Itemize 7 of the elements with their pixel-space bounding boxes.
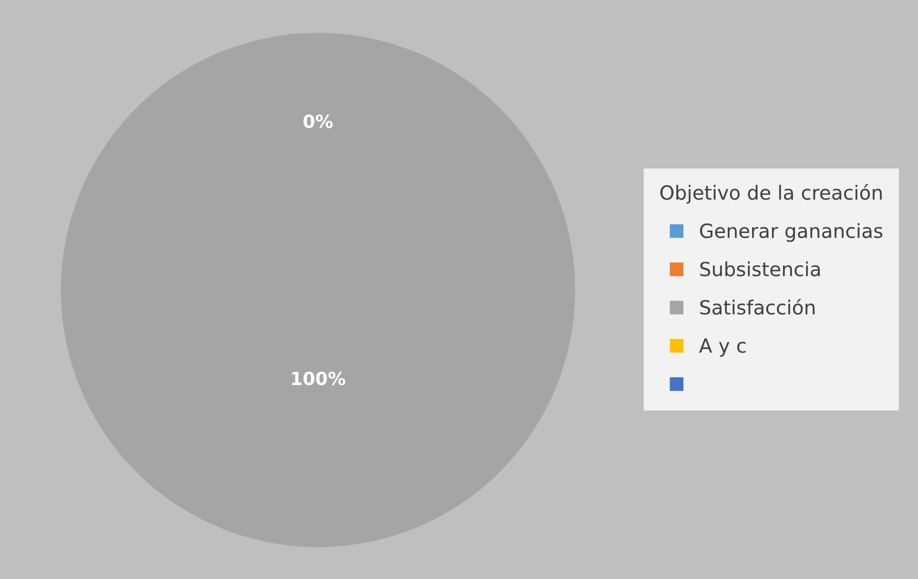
legend-label: Subsistencia [700, 261, 820, 276]
legend-label: Satisfacción [700, 298, 814, 315]
legend-label: A y c [699, 338, 746, 357]
text: 0% [304, 114, 333, 128]
legend-label: Generar ganancias [700, 223, 882, 242]
legend-title: Objetivo de la creación [660, 184, 882, 204]
data-label: 100% [292, 372, 346, 386]
